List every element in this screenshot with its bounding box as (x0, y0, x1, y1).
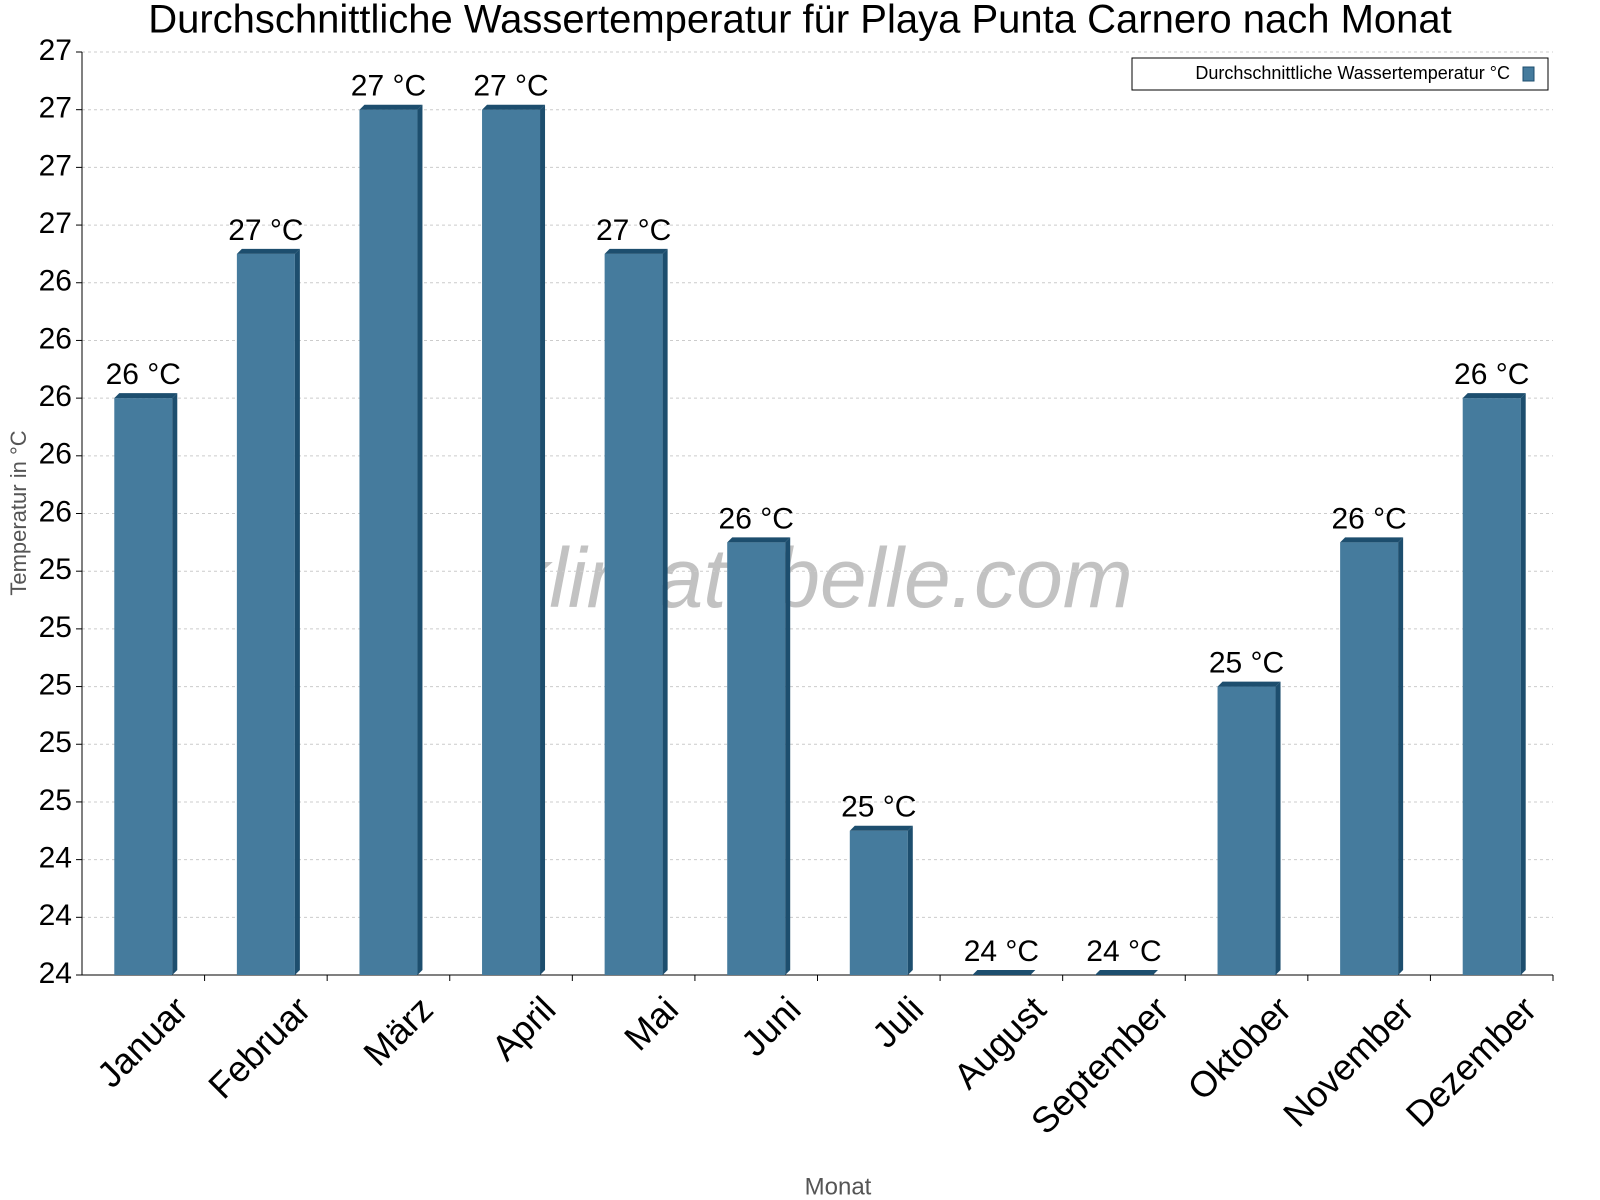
x-tick-label: Juli (864, 988, 931, 1055)
x-tick-label: April (484, 988, 564, 1068)
y-tick-label: 25 (39, 611, 72, 644)
value-label: 24 °C (1086, 935, 1161, 968)
bar-side (662, 248, 668, 975)
value-label: 26 °C (719, 502, 794, 535)
bar-top (849, 825, 913, 831)
legend-box (1131, 57, 1549, 91)
value-label: 27 °C (228, 214, 303, 247)
x-tick-label: August (946, 988, 1054, 1096)
bar (1340, 542, 1399, 975)
x-tick-label: Februar (200, 988, 318, 1106)
bar-side (1520, 393, 1526, 975)
bar-top (727, 537, 791, 543)
y-tick-label: 27 (39, 149, 72, 182)
value-label: 25 °C (841, 791, 916, 824)
bar-top (114, 393, 178, 399)
x-tick-label: Oktober (1179, 988, 1299, 1108)
bar (849, 830, 908, 975)
bar-side (785, 537, 791, 975)
bar (604, 253, 663, 975)
y-tick-label: 26 (39, 380, 72, 413)
y-axis-label: Temperatur in °C (6, 430, 31, 595)
x-tick-label: November (1275, 988, 1421, 1134)
bar (1217, 686, 1276, 975)
y-tick-label: 27 (39, 34, 72, 67)
bar-top (482, 104, 546, 110)
value-label: 26 °C (1331, 502, 1406, 535)
bar (727, 542, 786, 975)
bar-side (417, 104, 423, 975)
y-tick-label: 26 (39, 265, 72, 298)
bar-top (1094, 970, 1158, 975)
y-tick-label: 25 (39, 553, 72, 586)
value-label: 26 °C (106, 358, 181, 391)
value-label: 27 °C (473, 70, 548, 103)
x-tick-label: Dezember (1398, 988, 1544, 1134)
bar (1462, 398, 1521, 975)
y-tick-label: 25 (39, 668, 72, 701)
bar-side (172, 393, 178, 975)
y-tick-label: 25 (39, 726, 72, 759)
y-tick-label: 25 (39, 784, 72, 817)
bar-side (1398, 537, 1404, 975)
bar-top (1340, 537, 1404, 543)
bar-top (972, 970, 1036, 975)
bar (114, 398, 173, 975)
bar-top (1462, 393, 1526, 399)
value-label: 27 °C (351, 70, 426, 103)
value-label: 27 °C (596, 214, 671, 247)
value-label: 24 °C (964, 935, 1039, 968)
value-label: 25 °C (1209, 646, 1284, 679)
y-tick-label: 24 (39, 957, 72, 990)
y-tick-label: 27 (39, 92, 72, 125)
y-tick-label: 24 (39, 899, 72, 932)
bar-top (1217, 681, 1281, 687)
y-tick-label: 27 (39, 207, 72, 240)
bar (359, 109, 418, 975)
chart-title: Durchschnittliche Wassertemperatur für P… (148, 0, 1452, 42)
bar-side (540, 104, 546, 975)
legend-swatch (1522, 66, 1535, 82)
y-tick-label: 26 (39, 322, 72, 355)
y-tick-label: 26 (39, 495, 72, 528)
bar (482, 109, 541, 975)
value-label: 26 °C (1454, 358, 1529, 391)
bar-top (604, 248, 668, 254)
legend-label: Durchschnittliche Wassertemperatur °C (1195, 63, 1510, 83)
bar-side (1275, 681, 1281, 975)
bar-side (907, 825, 913, 975)
bar (236, 253, 295, 975)
x-axis-label: Monat (805, 1173, 872, 1200)
x-tick-label: Mai (616, 988, 686, 1058)
y-tick-label: 26 (39, 438, 72, 471)
bar-top (236, 248, 300, 254)
x-tick-label: Januar (89, 988, 196, 1095)
x-tick-label: Juni (733, 988, 809, 1064)
bar-side (294, 248, 300, 975)
x-tick-label: März (355, 988, 441, 1074)
watermark: klimatabelle.com (507, 531, 1133, 625)
bar-top (359, 104, 423, 110)
y-tick-label: 24 (39, 842, 72, 875)
